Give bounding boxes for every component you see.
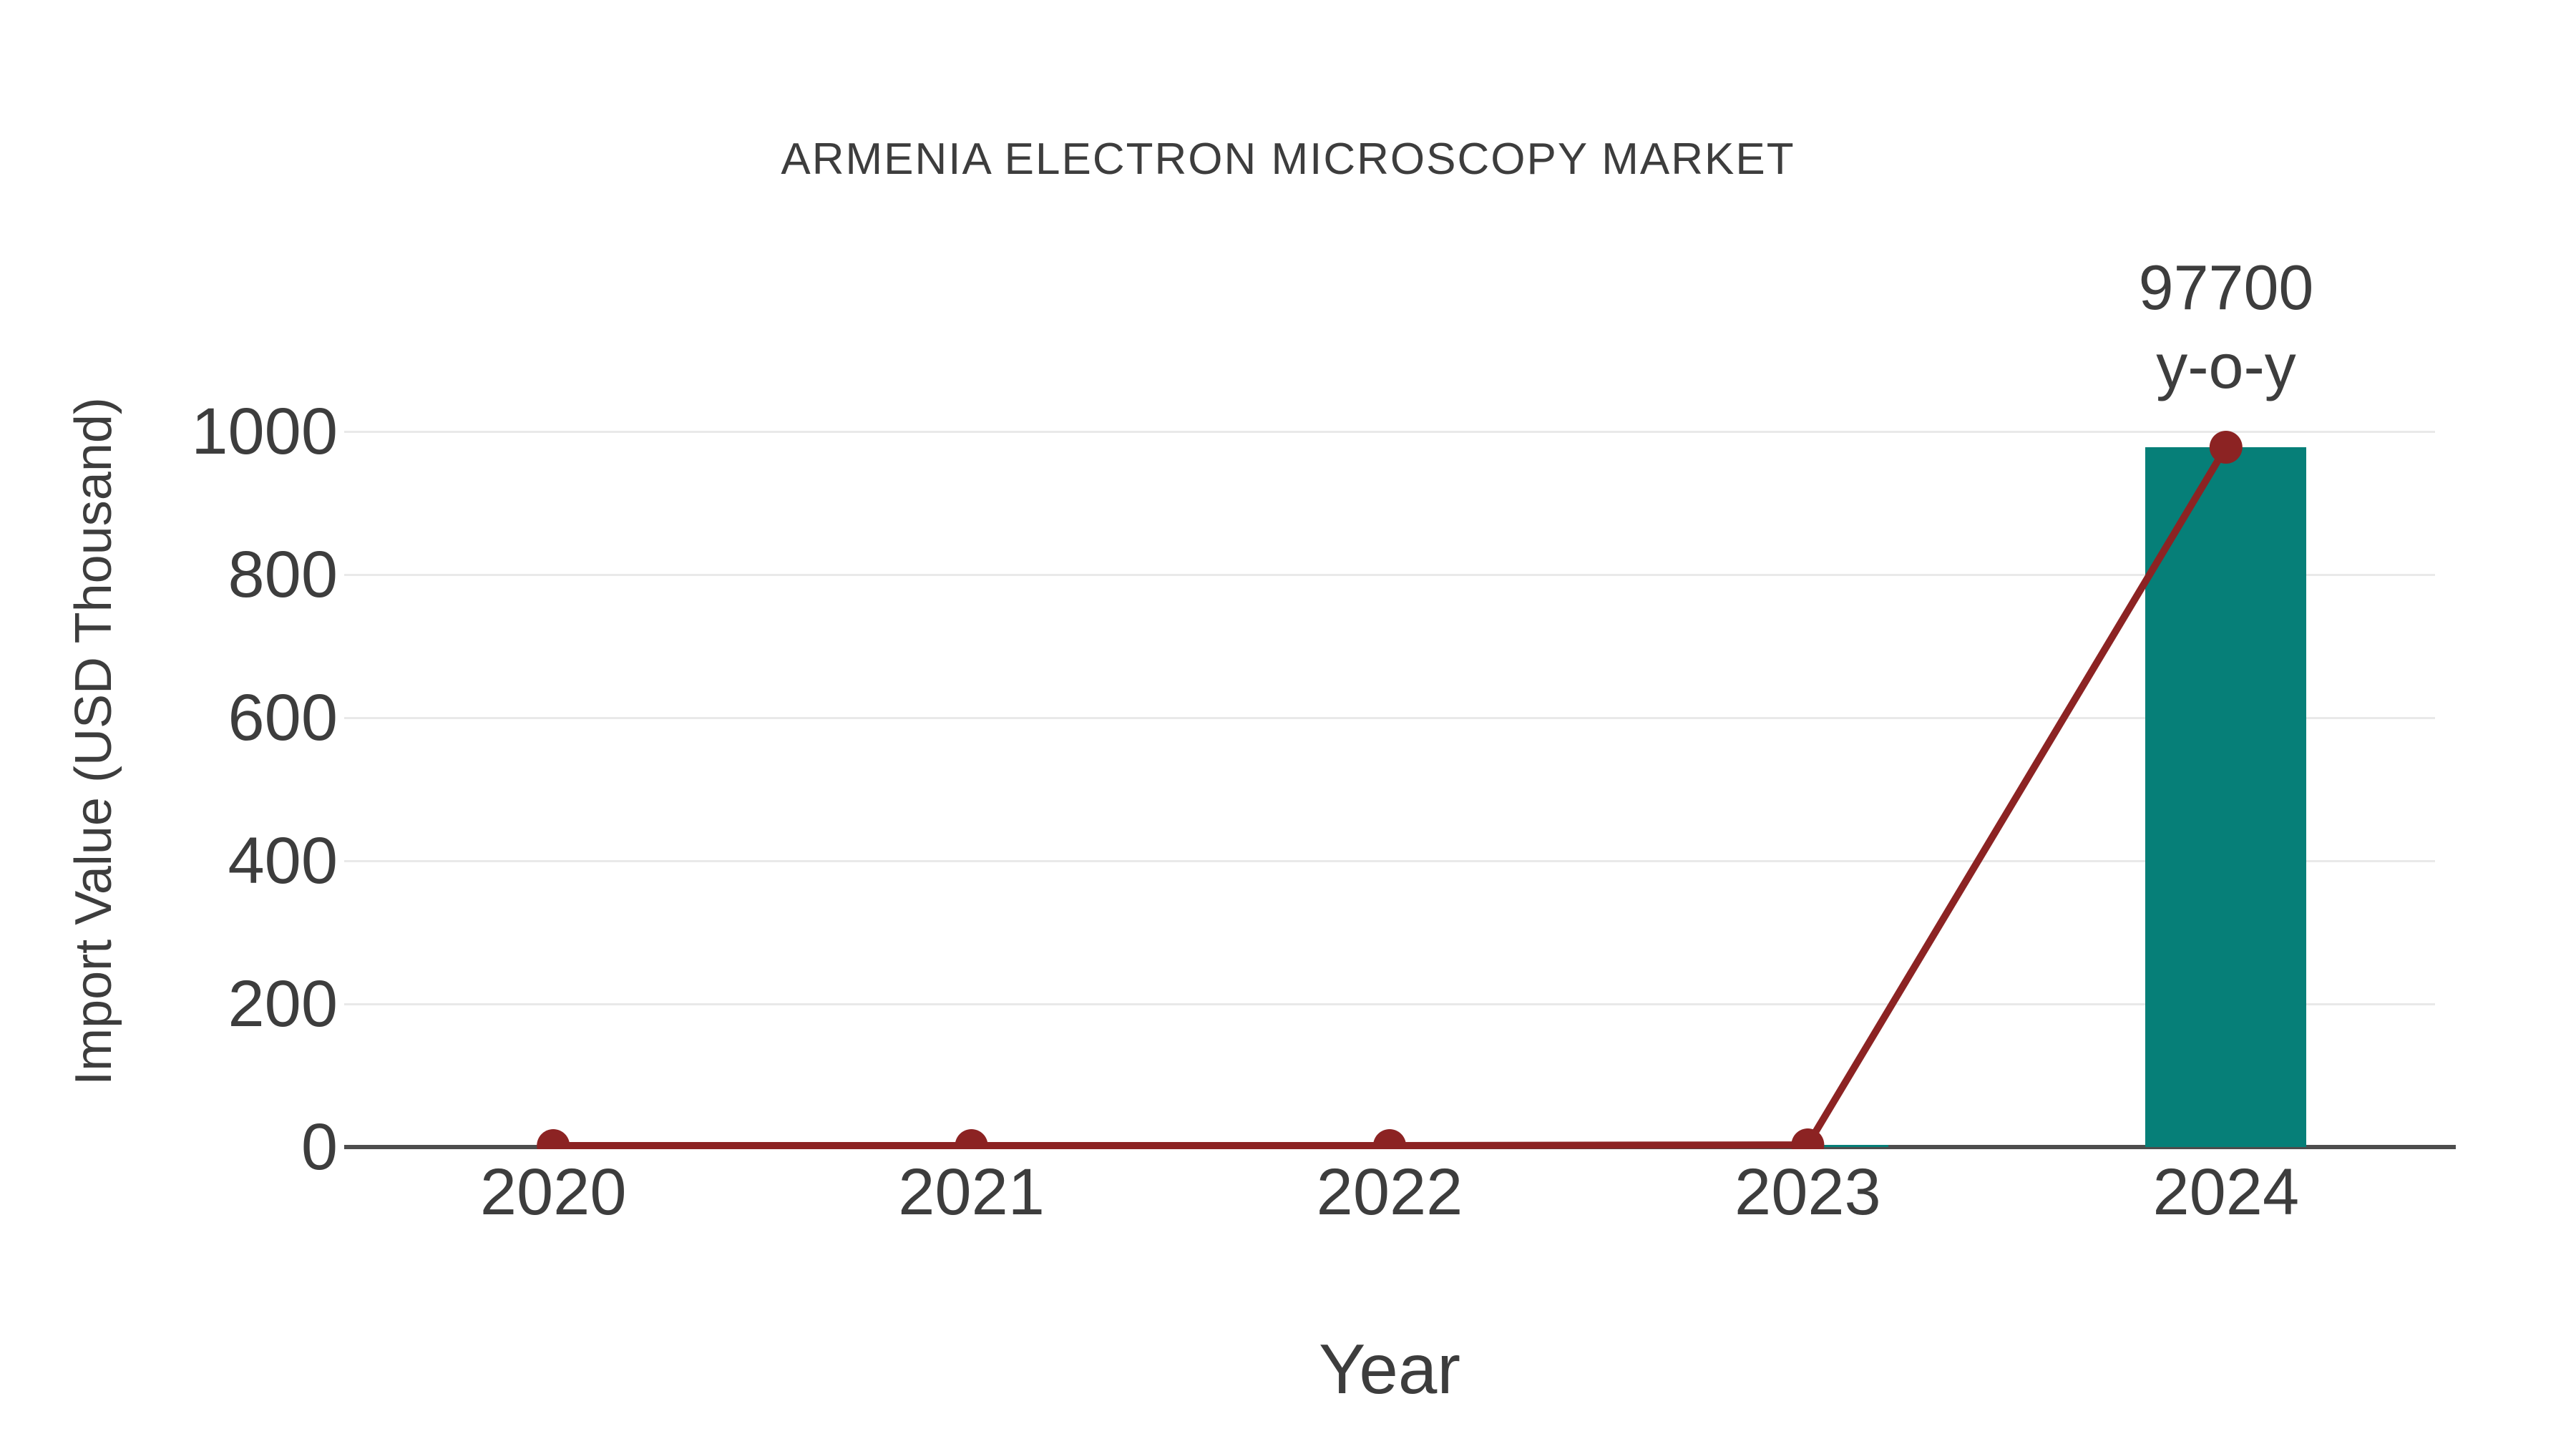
annotation-yoy: 97700 y-o-y (2047, 252, 2405, 402)
y-tick-label: 400 (228, 824, 338, 897)
annotation-value: 97700 (2138, 252, 2314, 323)
y-tick-label: 800 (228, 538, 338, 611)
gridline (344, 431, 2435, 433)
y-tick-label: 200 (228, 967, 338, 1040)
chart-title: ARMENIA ELECTRON MICROSCOPY MARKET (781, 135, 1795, 184)
annotation-label: y-o-y (2156, 331, 2296, 401)
x-tick-label: 2024 (2152, 1156, 2300, 1229)
y-tick-label: 0 (301, 1111, 338, 1184)
x-axis-label: Year (1318, 1330, 1460, 1408)
gridline (344, 860, 2435, 862)
y-tick-label: 600 (228, 681, 338, 754)
gridline (344, 574, 2435, 576)
bar-2023 (1727, 1145, 1888, 1147)
x-tick-label: 2023 (1735, 1156, 1881, 1229)
y-tick-label: 1000 (191, 395, 338, 468)
x-axis-line (344, 1145, 2456, 1149)
gridline (344, 717, 2435, 719)
bar-2024 (2145, 447, 2307, 1147)
x-tick-label: 2020 (479, 1156, 627, 1229)
trend-line (553, 445, 2230, 1149)
x-tick-label: 2021 (898, 1156, 1045, 1229)
gridline (344, 1003, 2435, 1005)
x-tick-label: 2022 (1316, 1156, 1463, 1229)
